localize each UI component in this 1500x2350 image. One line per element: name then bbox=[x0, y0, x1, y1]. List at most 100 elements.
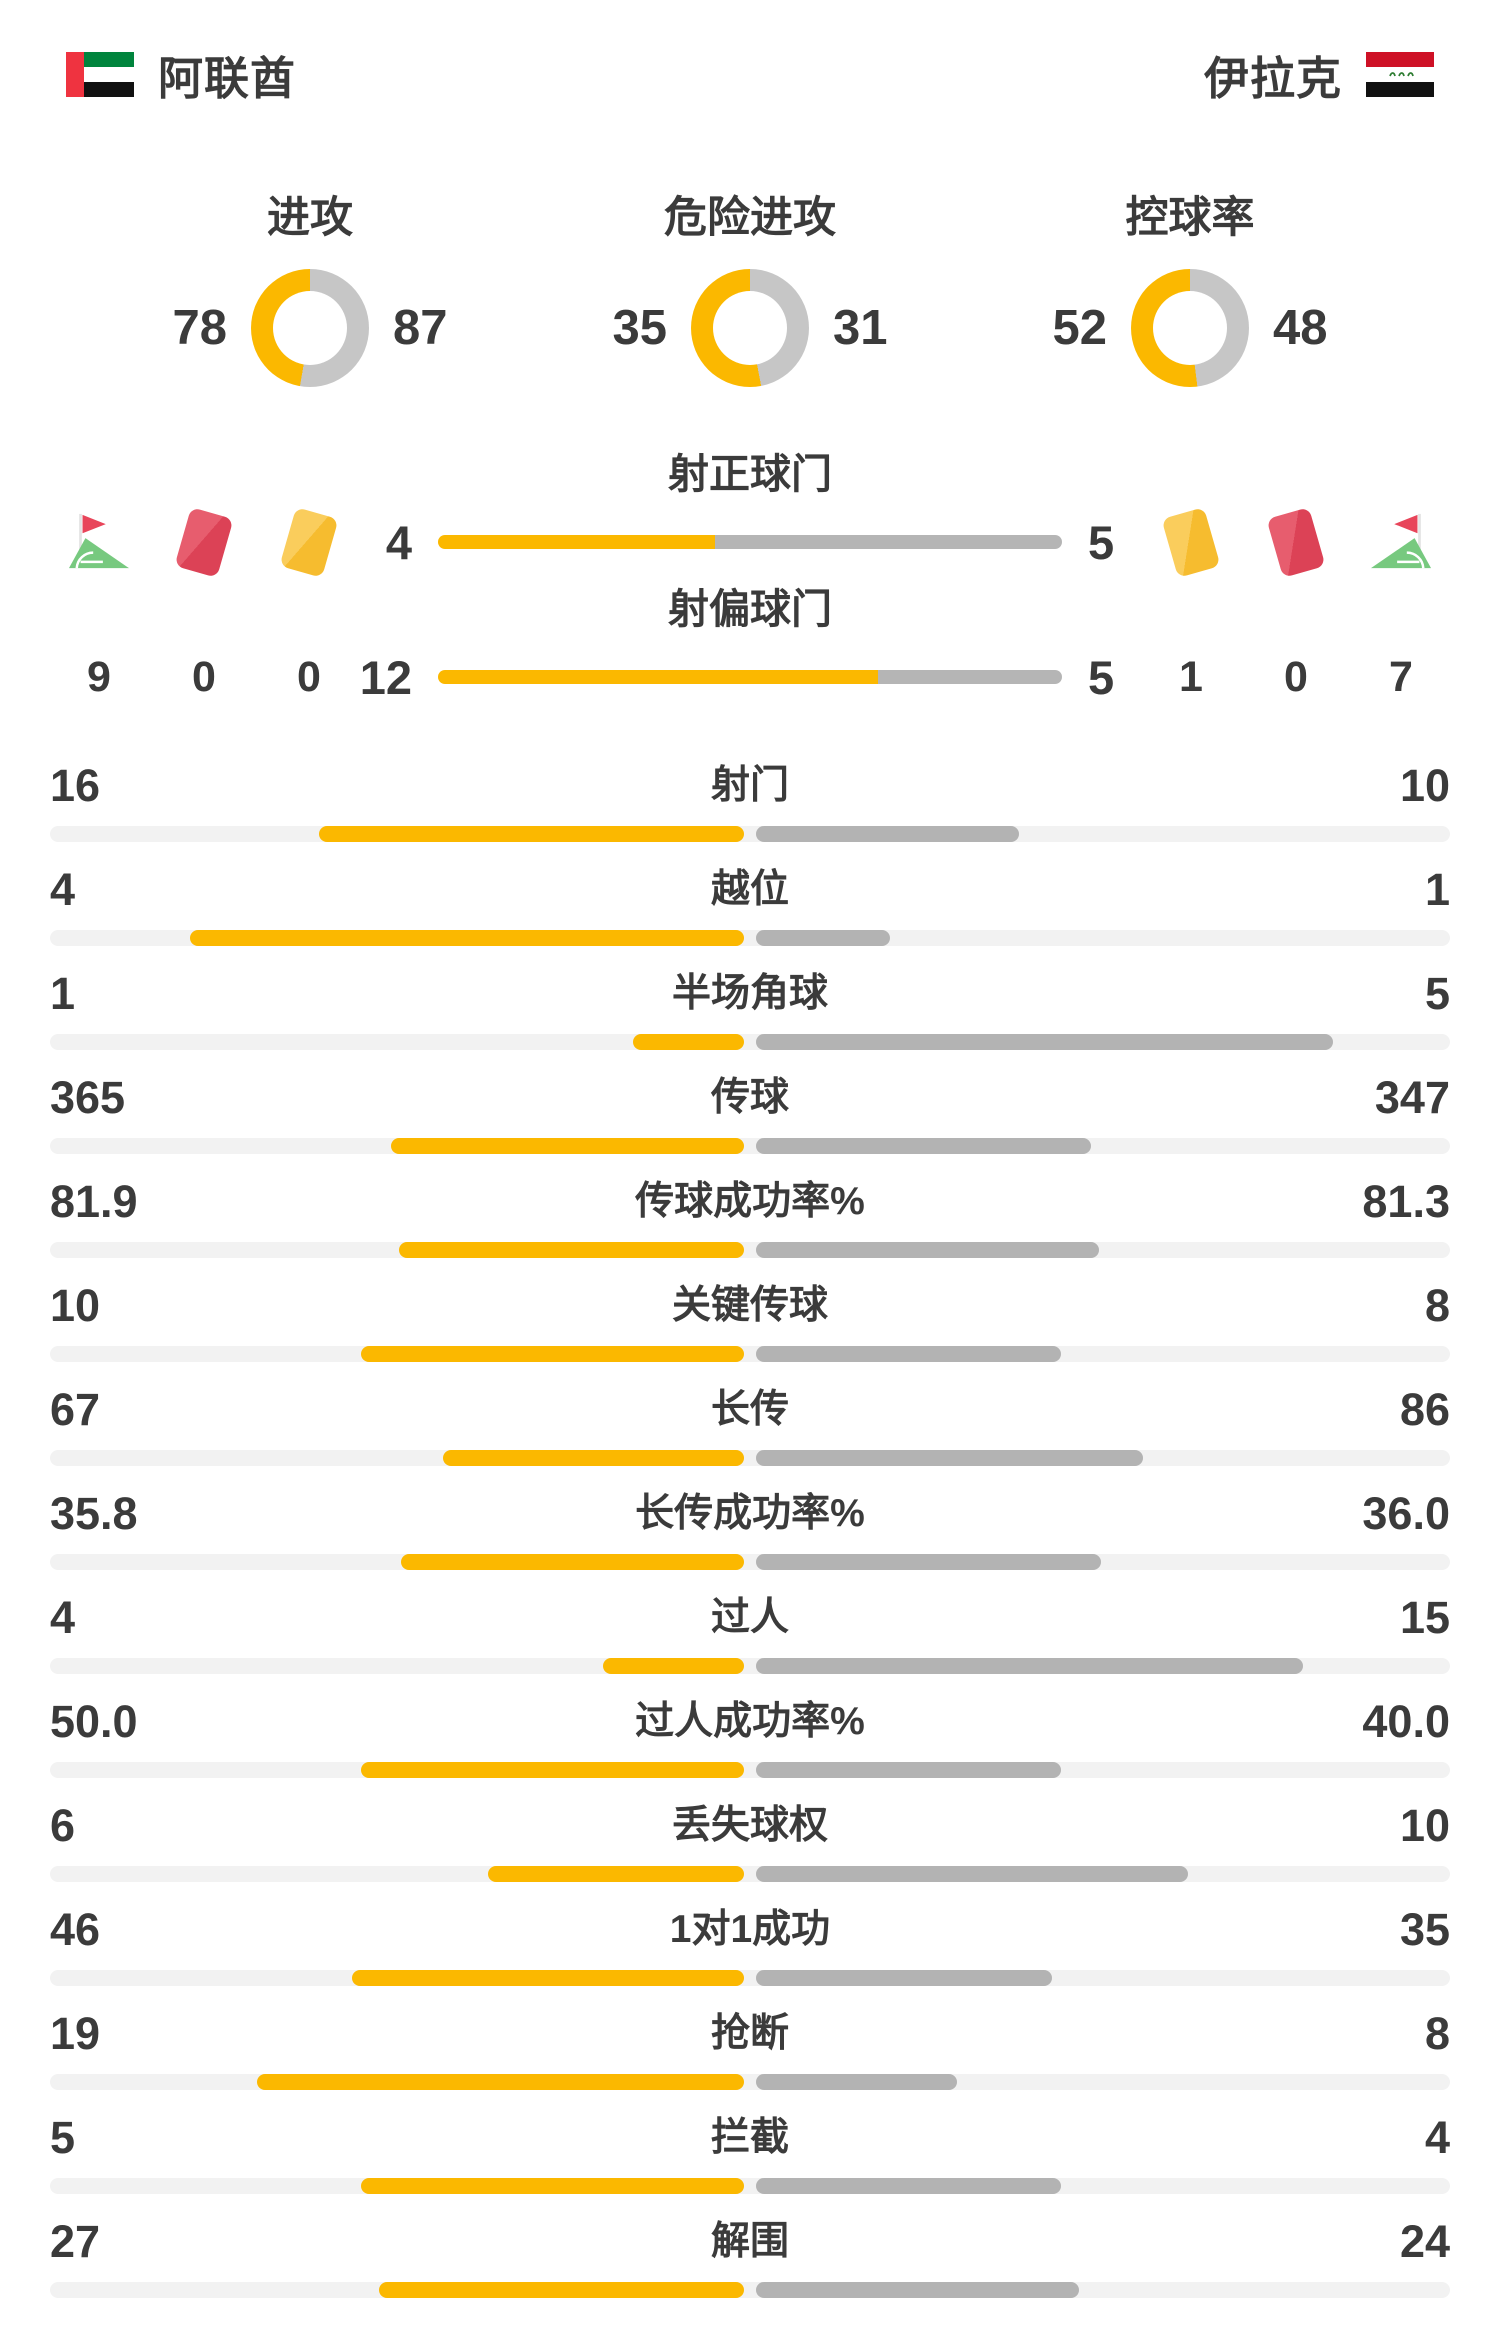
uae-flag-icon bbox=[66, 52, 134, 97]
header: 阿联酋 伊拉克 bbox=[0, 0, 1500, 107]
stat-bar-track bbox=[50, 1866, 1450, 1883]
home-yellow-cards-count: 0 bbox=[297, 652, 321, 701]
shots-on-target-away-fill bbox=[715, 535, 1062, 550]
stat-away-value: 10 bbox=[1399, 760, 1450, 812]
stat-home-value: 27 bbox=[50, 2216, 101, 2268]
away-red-cards-count: 0 bbox=[1284, 652, 1308, 701]
donut-home-value: 35 bbox=[612, 301, 667, 355]
stat-home-value: 6 bbox=[50, 1800, 76, 1852]
stat-away-bar bbox=[756, 1450, 1144, 1467]
donut-away-value: 31 bbox=[833, 301, 888, 355]
stat-home-value: 16 bbox=[50, 760, 101, 812]
stat-label: 过人成功率% bbox=[635, 1700, 865, 1744]
stat-home-bar bbox=[361, 2178, 744, 2195]
stat-label: 丢失球权 bbox=[671, 1804, 829, 1848]
stat-home-bar bbox=[398, 1242, 744, 1259]
stat-away-bar bbox=[756, 1658, 1303, 1675]
stat-row: 5 拦截 4 bbox=[0, 2112, 1500, 2195]
donut-home-value: 78 bbox=[172, 301, 227, 355]
stat-row: 4 过人 15 bbox=[0, 1592, 1500, 1675]
stat-bar-track bbox=[50, 1138, 1450, 1155]
discipline-counts-away: 1 0 7 bbox=[1158, 653, 1434, 702]
team-away: 伊拉克 bbox=[1204, 42, 1434, 107]
stat-label: 传球 bbox=[710, 1076, 790, 1120]
stat-label: 抢断 bbox=[710, 2012, 790, 2056]
stat-away-bar bbox=[756, 1554, 1101, 1571]
donut-away-value: 48 bbox=[1273, 301, 1328, 355]
iraq-flag-icon bbox=[1366, 52, 1434, 97]
stat-label: 过人 bbox=[710, 1596, 790, 1640]
team-away-name: 伊拉克 bbox=[1203, 53, 1342, 104]
stat-away-value: 1 bbox=[1424, 864, 1450, 916]
donut-line: 35 31 bbox=[569, 269, 931, 387]
stat-bar-track bbox=[50, 2178, 1450, 2195]
stat-row: 1 半场角球 5 bbox=[0, 968, 1500, 1051]
stat-away-bar bbox=[756, 2074, 958, 2091]
stat-away-value: 347 bbox=[1374, 1072, 1450, 1124]
stat-home-value: 19 bbox=[50, 2008, 101, 2060]
stat-row: 81.9 传球成功率% 81.3 bbox=[0, 1176, 1500, 1259]
home-red-cards-count: 0 bbox=[192, 652, 216, 701]
stat-row: 50.0 过人成功率% 40.0 bbox=[0, 1696, 1500, 1779]
stat-home-bar bbox=[361, 1762, 744, 1779]
donut-away-value: 87 bbox=[393, 301, 448, 355]
red-card-icon bbox=[1266, 506, 1326, 578]
stat-bar-track bbox=[50, 1658, 1450, 1675]
stat-away-value: 81.3 bbox=[1362, 1176, 1450, 1228]
donut-chart bbox=[251, 269, 369, 387]
donut-chart bbox=[691, 269, 809, 387]
stats-list: 16 射门 10 4 越位 1 1 半场角球 bbox=[0, 760, 1500, 2299]
stat-home-bar bbox=[190, 930, 744, 947]
stat-label: 长传 bbox=[710, 1388, 790, 1432]
stat-label: 半场角球 bbox=[671, 972, 829, 1016]
stat-home-bar bbox=[487, 1866, 744, 1883]
stat-bar-track bbox=[50, 2282, 1450, 2299]
corner-flag-icon bbox=[1370, 514, 1432, 569]
stat-away-value: 4 bbox=[1424, 2112, 1450, 2164]
stat-label: 解围 bbox=[710, 2220, 790, 2264]
stat-label: 1对1成功 bbox=[669, 1908, 831, 1952]
stat-home-bar bbox=[319, 826, 744, 843]
stat-row: 4 越位 1 bbox=[0, 864, 1500, 947]
donut-group: 危险进攻 35 31 bbox=[569, 183, 931, 387]
stat-home-value: 5 bbox=[50, 2112, 76, 2164]
stat-row: 46 1对1成功 35 bbox=[0, 1904, 1500, 1987]
home-corners-count: 9 bbox=[87, 652, 111, 701]
donut-line: 78 87 bbox=[129, 269, 491, 387]
stat-away-value: 15 bbox=[1399, 1592, 1450, 1644]
stat-away-value: 40.0 bbox=[1362, 1696, 1450, 1748]
shots-off-target-bar bbox=[438, 670, 1062, 685]
stat-home-value: 10 bbox=[50, 1280, 101, 1332]
stat-bar-track bbox=[50, 1346, 1450, 1363]
stat-home-bar bbox=[602, 1658, 744, 1675]
donut-group: 控球率 52 48 bbox=[1009, 183, 1371, 387]
team-home-name: 阿联酋 bbox=[158, 53, 297, 104]
shots-off-target-home: 12 bbox=[359, 650, 412, 704]
stat-home-value: 46 bbox=[50, 1904, 101, 1956]
yellow-card-icon bbox=[1161, 506, 1221, 578]
stat-row: 67 长传 86 bbox=[0, 1385, 1500, 1467]
stat-home-bar bbox=[352, 1970, 744, 1987]
stat-away-bar bbox=[756, 1034, 1334, 1051]
shots-off-target-away: 5 bbox=[1088, 650, 1115, 704]
stat-home-value: 35.8 bbox=[50, 1488, 138, 1540]
stat-home-bar bbox=[257, 2074, 744, 2091]
stat-away-bar bbox=[756, 826, 1020, 843]
stat-bar-track bbox=[50, 930, 1450, 947]
stat-bar-track bbox=[50, 1242, 1450, 1259]
stat-away-bar bbox=[756, 1762, 1062, 1779]
shots-on-target-bar bbox=[438, 535, 1062, 550]
donut-hole bbox=[713, 291, 787, 365]
donut-home-value: 52 bbox=[1052, 301, 1107, 355]
stat-home-value: 1 bbox=[50, 968, 76, 1020]
stat-home-value: 81.9 bbox=[50, 1176, 138, 1228]
stat-label: 拦截 bbox=[710, 2116, 790, 2160]
stat-away-bar bbox=[756, 1346, 1062, 1363]
stat-home-bar bbox=[633, 1034, 744, 1051]
stat-away-value: 10 bbox=[1399, 1800, 1450, 1852]
discipline-counts-home: 9 0 0 bbox=[66, 653, 342, 702]
stat-row: 10 关键传球 8 bbox=[0, 1280, 1500, 1363]
stat-away-value: 8 bbox=[1424, 2008, 1450, 2060]
stat-row: 19 抢断 8 bbox=[0, 2008, 1500, 2091]
